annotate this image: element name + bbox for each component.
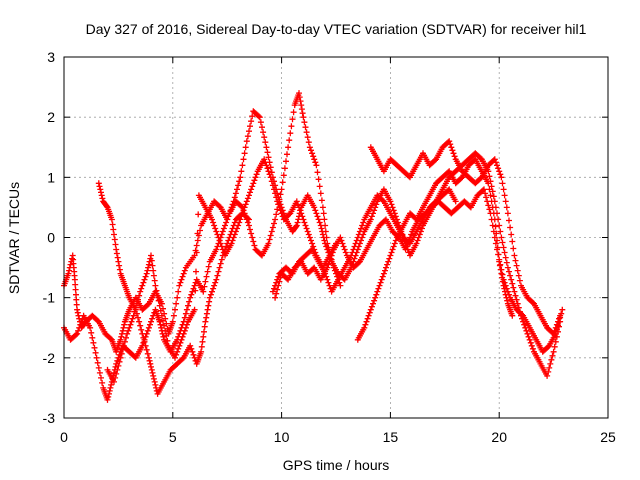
x-tick-label: 25: [600, 429, 616, 445]
y-tick-label: 3: [47, 49, 55, 65]
axis-ticks: 0 5 10 15 20 25 -3 -2 -1 0 1 2 3: [43, 49, 616, 445]
series-markers: [354, 156, 516, 343]
x-axis-label: GPS time / hours: [283, 457, 390, 473]
series-markers: [269, 186, 459, 295]
data-series: [104, 156, 339, 385]
series-markers: [367, 138, 564, 337]
data-series: [367, 138, 564, 337]
y-tick-label: 1: [47, 169, 55, 185]
chart-title: Day 327 of 2016, Sidereal Day-to-day VTE…: [86, 21, 587, 37]
grid-lines: [64, 57, 608, 418]
data-points: [61, 90, 566, 403]
x-tick-label: 10: [274, 429, 290, 445]
x-tick-label: 20: [491, 429, 507, 445]
x-tick-label: 5: [169, 429, 177, 445]
series-markers: [104, 156, 339, 385]
y-tick-label: 2: [47, 109, 55, 125]
y-tick-label: -1: [43, 290, 56, 306]
x-tick-label: 15: [383, 429, 399, 445]
data-series: [269, 186, 459, 295]
data-series: [95, 180, 252, 397]
y-tick-label: -3: [43, 410, 56, 426]
data-series: [354, 156, 516, 343]
y-tick-label: -2: [43, 350, 56, 366]
y-tick-label: 0: [47, 230, 55, 246]
x-tick-label: 0: [60, 429, 68, 445]
y-axis-label: SDTVAR / TECUs: [6, 182, 22, 294]
series-markers: [95, 180, 252, 397]
